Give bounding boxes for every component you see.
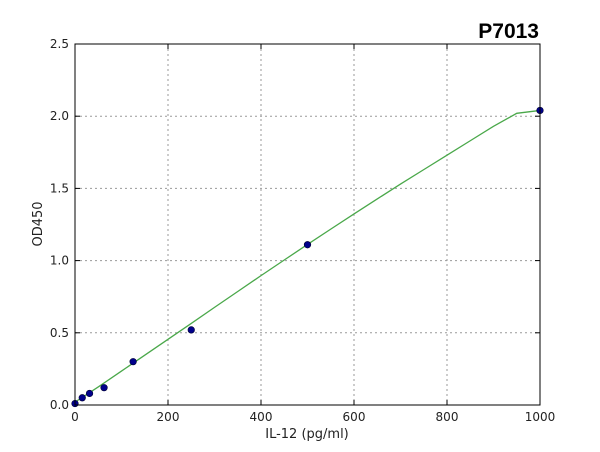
chart-title: P7013	[478, 20, 539, 43]
grid	[75, 44, 540, 405]
fit-curve-group	[74, 109, 541, 403]
data-point	[85, 389, 94, 398]
axis-ticks: 0 200 400 600 800 1000 0.0 0.5 1.0 1.5 2.0 2.5	[50, 37, 555, 424]
x-tick-label: 800	[436, 410, 459, 424]
x-tick-label: 200	[157, 410, 180, 424]
plot-frame	[74, 43, 541, 406]
data-points-group	[71, 106, 544, 408]
x-tick-label: 400	[250, 410, 273, 424]
y-tick-label: 0.5	[50, 326, 69, 340]
x-tick-label: 0	[71, 410, 79, 424]
y-tick-label: 1.0	[50, 254, 69, 268]
data-point	[303, 241, 312, 249]
y-tick-label: 1.5	[50, 181, 69, 195]
x-tick-label: 1000	[525, 410, 556, 424]
data-point	[100, 384, 108, 392]
y-axis-label: OD450	[31, 201, 46, 246]
y-tick-label: 2.0	[50, 109, 69, 123]
x-axis-label: IL-12 (pg/ml)	[265, 427, 349, 442]
data-point	[129, 358, 137, 366]
fit-curve	[74, 109, 541, 403]
data-point	[187, 326, 195, 334]
y-tick-label: 0.0	[50, 398, 69, 412]
x-tick-label: 600	[343, 410, 366, 424]
y-tick-label: 2.5	[50, 37, 69, 51]
data-point	[78, 394, 86, 402]
